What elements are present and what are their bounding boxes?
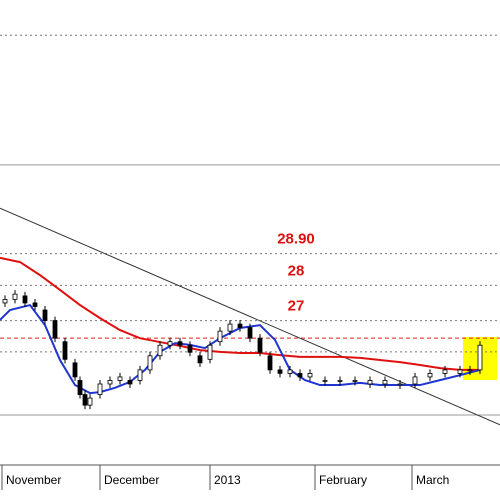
candle-body (82, 394, 88, 406)
candle-body (137, 369, 143, 381)
candle-body (117, 376, 123, 381)
candle-body (257, 337, 263, 353)
candle-body (167, 341, 173, 346)
candle-body (12, 293, 18, 300)
candle-body (427, 373, 433, 378)
trendline (0, 207, 500, 426)
level-label: 27 (288, 298, 305, 315)
candle-body (227, 323, 233, 332)
candle-body (22, 295, 28, 304)
level-label: 28 (288, 262, 305, 279)
candle-body (177, 341, 183, 346)
candle-body (157, 344, 163, 357)
moving-average (0, 303, 481, 395)
candle-body (77, 380, 83, 395)
candle-body (207, 344, 213, 360)
level-label: 28.90 (277, 231, 315, 248)
candle-body (352, 380, 358, 382)
candle-body (147, 355, 153, 371)
candle-body (97, 383, 103, 395)
candle-body (247, 327, 253, 339)
candle-body (297, 373, 303, 378)
candle-body (87, 397, 93, 406)
candle-body (337, 380, 343, 382)
moving-average (0, 256, 480, 371)
candle-body (467, 369, 473, 372)
candle-body (237, 323, 243, 329)
candle-body (457, 369, 463, 374)
candle-body (107, 380, 113, 385)
candle-body (32, 302, 38, 307)
candle-body (307, 373, 313, 378)
candle-body (42, 309, 48, 321)
x-tick-label: December (104, 473, 159, 487)
x-tick-label: November (6, 473, 61, 487)
candle-body (477, 344, 483, 371)
x-tick-label: March (416, 473, 449, 487)
candle-body (2, 299, 8, 304)
candle-body (367, 380, 373, 385)
candle-body (72, 362, 78, 378)
candle-body (197, 355, 203, 364)
candle-body (382, 380, 388, 385)
candle-body (62, 341, 68, 360)
x-tick-label: February (319, 473, 367, 487)
candle-body (187, 344, 193, 353)
candle-body (412, 376, 418, 385)
candle-body (287, 369, 293, 374)
candle-body (322, 380, 328, 382)
candle-body (277, 369, 283, 374)
candle-body (127, 380, 133, 385)
x-tick-label: 2013 (214, 473, 241, 487)
candle-body (442, 369, 448, 374)
candle-body (217, 330, 223, 343)
candle-body (52, 320, 58, 339)
candle-body (397, 383, 403, 386)
candle-body (267, 355, 273, 371)
